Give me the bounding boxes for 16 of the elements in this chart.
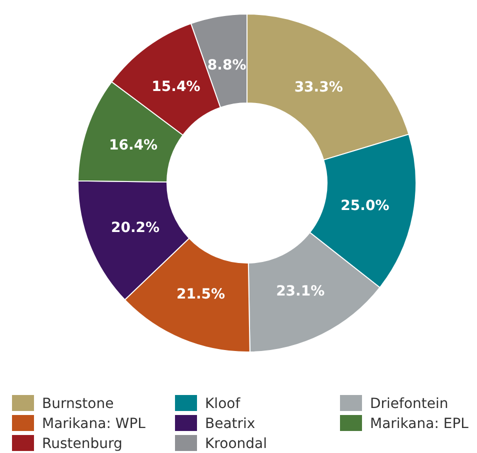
legend-label: Rustenburg [42, 436, 122, 452]
legend-label: Kloof [205, 396, 242, 412]
data-label: 8.8% [207, 58, 246, 74]
data-label: 16.4% [109, 137, 158, 154]
legend-label: Beatrix [205, 416, 256, 432]
data-label: 21.5% [176, 286, 226, 303]
data-label: 33.3% [294, 80, 343, 96]
legend-label: Marikana: WPL [42, 416, 146, 432]
legend-label: Marikana: EPL [370, 416, 469, 432]
data-label: 15.4% [152, 79, 200, 96]
data-label: 25.0% [340, 198, 390, 214]
data-label: 20.2% [111, 220, 160, 236]
legend-label: Burnstone [42, 396, 114, 412]
legend-label: Kroondal [205, 436, 267, 452]
data-label: 23.1% [276, 283, 325, 300]
legend-label: Driefontein [370, 396, 448, 412]
